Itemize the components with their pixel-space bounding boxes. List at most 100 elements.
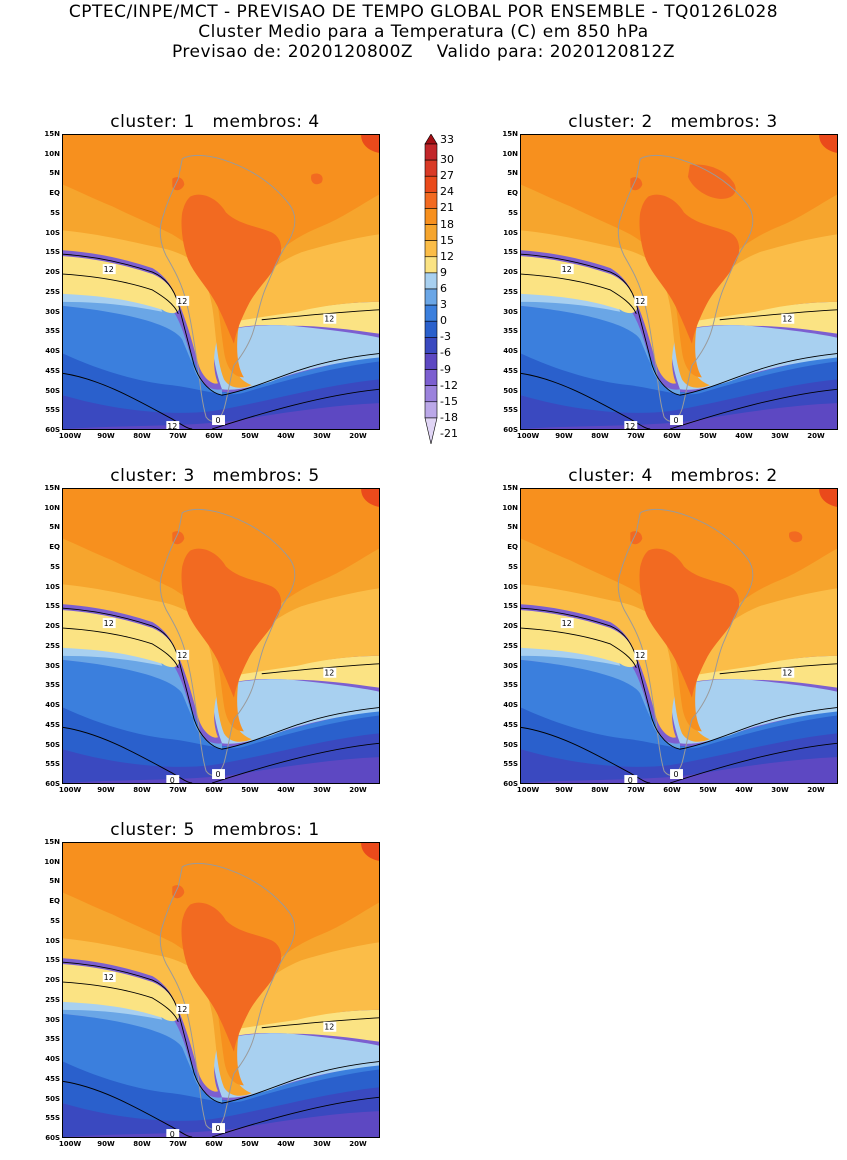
temperature-region [670, 679, 837, 744]
latitude-label: 15N [44, 484, 60, 492]
colorbar-swatch [424, 304, 438, 322]
longitude-label: 30W [771, 786, 789, 794]
latitude-label: 45S [503, 366, 518, 375]
contour-label: 12 [102, 972, 116, 982]
contour-line [521, 607, 837, 750]
contour-line [521, 372, 651, 429]
latitude-label: 35S [45, 327, 60, 336]
contour-label: 0 [166, 1129, 180, 1137]
longitude-label: 50W [241, 432, 259, 440]
latitude-label: 5S [508, 208, 518, 217]
temperature-region [361, 135, 379, 153]
contour-label: 0 [166, 775, 180, 783]
colorbar-label: -12 [440, 378, 458, 392]
latitude-label: 15S [45, 602, 60, 611]
colorbar-label: 9 [440, 265, 447, 279]
contour-line [63, 1080, 193, 1137]
contour-label-text: 12 [782, 669, 792, 678]
latitude-label: 5N [507, 169, 518, 178]
contour-label-text: 12 [562, 619, 572, 628]
contour-label-text: 12 [104, 973, 114, 982]
longitude-label: 30W [771, 432, 789, 440]
latitude-label: 15S [45, 956, 60, 965]
membros-label: membros: [212, 466, 303, 486]
latitude-label: 60S [503, 426, 518, 434]
contour-label-text: 12 [324, 315, 334, 324]
contour-label-text: 12 [635, 651, 645, 660]
latitude-label: 10S [503, 228, 518, 237]
latitude-label: 10N [502, 149, 518, 158]
panel-title: cluster: 4 membros: 2 [508, 466, 838, 486]
temperature-map: 12 12 12 0 0 [62, 488, 380, 784]
latitude-label: 60S [45, 780, 60, 788]
cluster-number: 4 [641, 466, 653, 486]
colorbar-swatch [424, 417, 438, 444]
longitude-label: 50W [699, 432, 717, 440]
temperature-region [63, 964, 180, 1022]
latitude-label: EQ [507, 543, 518, 552]
contour-line [63, 273, 179, 314]
map-panel-cluster-5: cluster: 5 membros: 1 12 12 12 0 0 15N 10N 5N EQ 5… [44, 820, 380, 1160]
latitude-label: 10S [45, 936, 60, 945]
latitude-label: EQ [49, 189, 60, 198]
longitude-label: 90W [97, 1140, 115, 1148]
contour-label-text: 12 [324, 669, 334, 678]
colorbar-swatch [424, 159, 438, 177]
colorbar-label: 21 [440, 201, 454, 215]
latitude-label: 15S [45, 248, 60, 257]
colorbar-swatch [424, 192, 438, 209]
temperature-map: 12 12 12 0 0 [62, 842, 380, 1138]
latitude-label: 55S [45, 406, 60, 415]
colorbar-label: 3 [440, 298, 447, 312]
latitude-label: 15N [502, 484, 518, 492]
latitude-label: 45S [503, 720, 518, 729]
latitude-label: EQ [49, 897, 60, 906]
longitude-label: 100W [516, 432, 540, 440]
latitude-label: 15N [44, 838, 60, 846]
contour-label-text: 12 [177, 1005, 187, 1014]
contour-line [261, 309, 379, 321]
contour-line [669, 388, 837, 429]
longitude-label: 40W [735, 432, 753, 440]
temperature-region [181, 194, 282, 344]
colorbar-label: -3 [440, 330, 451, 344]
temperature-region [63, 293, 222, 396]
latitude-label: 40S [45, 701, 60, 710]
colorbar-label: -21 [440, 427, 458, 440]
latitude-label: 20S [503, 268, 518, 277]
latitude-label: EQ [507, 189, 518, 198]
colorbar-swatch [424, 272, 438, 290]
contour-line [211, 742, 379, 783]
contour-line [63, 627, 179, 668]
latitude-label: 10S [503, 582, 518, 591]
membros-number: 1 [308, 820, 320, 840]
contour-line [63, 726, 193, 783]
longitude-label: 60W [205, 432, 223, 440]
longitude-label: 50W [699, 786, 717, 794]
contour-label: 12 [560, 264, 574, 274]
longitude-label: 90W [555, 432, 573, 440]
temperature-region [63, 1061, 379, 1121]
temperature-region [63, 293, 163, 312]
longitude-label: 60W [663, 786, 681, 794]
latitude-label: 50S [45, 1094, 60, 1103]
panel-title: cluster: 3 membros: 5 [50, 466, 380, 486]
longitude-label: 40W [277, 786, 295, 794]
panel-title: cluster: 5 membros: 1 [50, 820, 380, 840]
valid-date: Valido para: 2020120812Z [436, 42, 676, 62]
longitude-label: 70W [169, 432, 187, 440]
longitude-label: 40W [277, 1140, 295, 1148]
contour-label: 0 [212, 769, 225, 779]
longitude-label: 70W [169, 1140, 187, 1148]
latitude-label: 35S [503, 327, 518, 336]
latitude-label: 50S [45, 386, 60, 395]
contour-label-text: 0 [215, 770, 220, 779]
longitude-label: 40W [277, 432, 295, 440]
temperature-region [181, 902, 282, 1052]
colorbar-label: 33 [440, 133, 454, 146]
latitude-label: 10N [502, 503, 518, 512]
latitude-label: 55S [45, 760, 60, 769]
temperature-region [172, 177, 185, 191]
colorbar-label: 15 [440, 233, 454, 247]
longitude-label: 50W [241, 786, 259, 794]
